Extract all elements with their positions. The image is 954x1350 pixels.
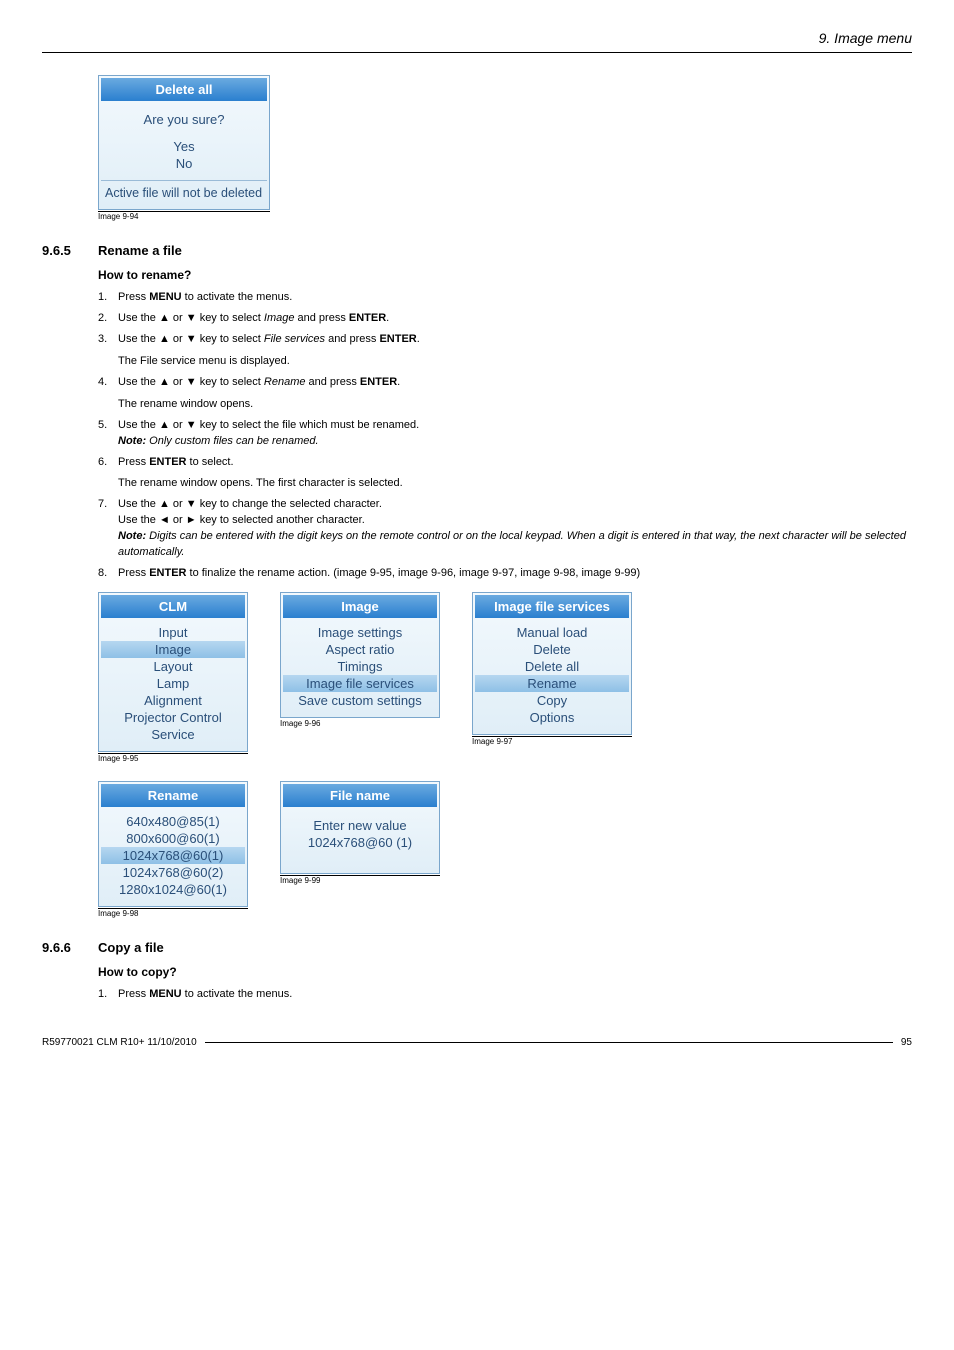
filename-value[interactable]: 1024x768@60 (1): [283, 834, 437, 851]
menu-item[interactable]: Input: [101, 624, 245, 641]
footer-page-number: 95: [901, 1037, 912, 1048]
step-text: Press ENTER to finalize the rename actio…: [118, 566, 912, 582]
menu-item[interactable]: Manual load: [475, 624, 629, 641]
image-caption: Image 9-94: [98, 211, 270, 221]
menu-item[interactable]: Image file services: [283, 675, 437, 692]
menu-item[interactable]: Save custom settings: [283, 692, 437, 709]
step-text: Use the ▲ or ▼ key to select the file wh…: [118, 418, 912, 450]
image-caption: Image 9-97: [472, 736, 632, 746]
dialog-title: CLM: [101, 595, 245, 618]
prompt-text: Enter new value: [283, 817, 437, 834]
dialog-title: Image: [283, 595, 437, 618]
step-text: Use the ▲ or ▼ key to select Image and p…: [118, 311, 912, 327]
image-caption: Image 9-96: [280, 719, 440, 728]
menu-item[interactable]: Lamp: [101, 675, 245, 692]
menu-item[interactable]: Options: [475, 709, 629, 726]
image-caption: Image 9-95: [98, 753, 248, 763]
dialog-title: Image file services: [475, 595, 629, 618]
menu-item[interactable]: Alignment: [101, 692, 245, 709]
steps-list: 1.Press MENU to activate the menus. 2.Us…: [98, 290, 912, 582]
footer-left: R59770021 CLM R10+ 11/10/2010: [42, 1037, 197, 1048]
step-text: Press MENU to activate the menus.: [118, 987, 912, 1003]
dialog-title: File name: [283, 784, 437, 807]
menu-item[interactable]: 800x600@60(1): [101, 830, 245, 847]
dialog-image-file-services: Image file services Manual loadDeleteDel…: [472, 592, 632, 735]
menu-item[interactable]: Copy: [475, 692, 629, 709]
page-footer: R59770021 CLM R10+ 11/10/2010 95: [42, 1037, 912, 1048]
menu-item[interactable]: 1024x768@60(2): [101, 864, 245, 881]
step-text: Press ENTER to select.The rename window …: [118, 455, 912, 493]
dialog-delete-all: Delete all Are you sure? Yes No Active f…: [98, 75, 270, 210]
menu-item[interactable]: Image: [101, 641, 245, 658]
menu-item[interactable]: Delete all: [475, 658, 629, 675]
menu-item[interactable]: 1024x768@60(1): [101, 847, 245, 864]
dialog-image: Image Image settingsAspect ratioTimingsI…: [280, 592, 440, 718]
image-caption: Image 9-98: [98, 908, 248, 918]
dialog-rename: Rename 640x480@85(1)800x600@60(1)1024x76…: [98, 781, 248, 907]
menu-item[interactable]: Delete: [475, 641, 629, 658]
section-heading: 9.6.5Rename a file: [42, 243, 912, 258]
dialog-clm: CLM InputImageLayoutLampAlignmentProject…: [98, 592, 248, 752]
subsection-heading: How to rename?: [98, 268, 912, 282]
dialog-title: Rename: [101, 784, 245, 807]
step-text: Use the ▲ or ▼ key to change the selecte…: [118, 497, 912, 561]
step-text: Use the ▲ or ▼ key to select File servic…: [118, 332, 912, 370]
steps-list: 1.Press MENU to activate the menus.: [98, 987, 912, 1003]
option-no[interactable]: No: [101, 155, 267, 172]
step-text: Press MENU to activate the menus.: [118, 290, 912, 306]
menu-item[interactable]: Rename: [475, 675, 629, 692]
subsection-heading: How to copy?: [98, 965, 912, 979]
menu-item[interactable]: Timings: [283, 658, 437, 675]
section-heading: 9.6.6Copy a file: [42, 940, 912, 955]
menu-item[interactable]: Image settings: [283, 624, 437, 641]
option-yes[interactable]: Yes: [101, 138, 267, 155]
menu-item[interactable]: 640x480@85(1): [101, 813, 245, 830]
menu-item[interactable]: Service: [101, 726, 245, 743]
menu-item[interactable]: Layout: [101, 658, 245, 675]
step-text: Use the ▲ or ▼ key to select Rename and …: [118, 375, 912, 413]
image-caption: Image 9-99: [280, 875, 440, 885]
dialog-title: Delete all: [101, 78, 267, 101]
menu-item[interactable]: 1280x1024@60(1): [101, 881, 245, 898]
dialog-footer-note: Active file will not be deleted: [101, 180, 267, 207]
menu-item[interactable]: Aspect ratio: [283, 641, 437, 658]
confirm-text: Are you sure?: [101, 111, 267, 128]
chapter-header: 9. Image menu: [42, 30, 912, 53]
menu-item[interactable]: Projector Control: [101, 709, 245, 726]
dialog-file-name: File name Enter new value 1024x768@60 (1…: [280, 781, 440, 874]
